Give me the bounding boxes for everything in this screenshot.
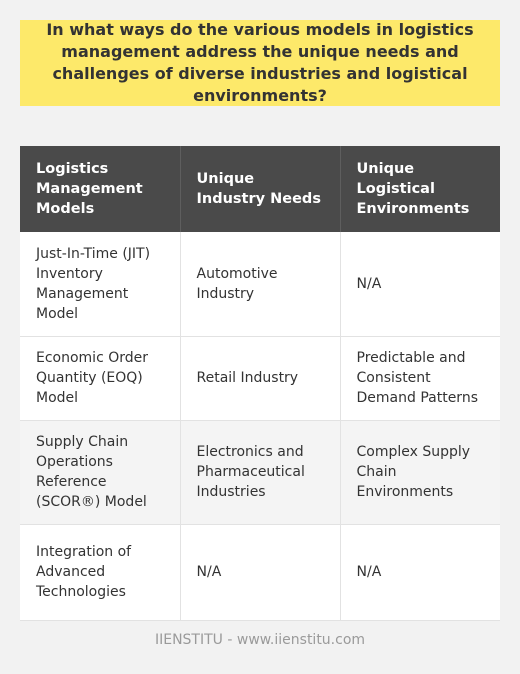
table-header-row: Logistics Management Models Unique Indus… bbox=[20, 146, 500, 232]
column-header-industry-needs: Unique Industry Needs bbox=[180, 146, 341, 232]
cell-industry-needs: Automotive Industry bbox=[180, 232, 341, 337]
title-banner: In what ways do the various models in lo… bbox=[20, 20, 500, 106]
footer-attribution: IIENSTITU - www.iienstitu.com bbox=[154, 632, 366, 648]
page-title: In what ways do the various models in lo… bbox=[46, 20, 474, 105]
column-header-logistical-environments: Unique Logistical Environments bbox=[340, 146, 500, 232]
table-row: Integration of Advanced Technologies N/A… bbox=[20, 524, 500, 621]
table-row: Supply Chain Operations Reference (SCOR®… bbox=[20, 420, 500, 525]
cell-logistical-environment: N/A bbox=[340, 524, 500, 621]
column-header-models: Logistics Management Models bbox=[20, 146, 181, 232]
logistics-models-table: Logistics Management Models Unique Indus… bbox=[20, 146, 500, 621]
table-row: Economic Order Quantity (EOQ) Model Reta… bbox=[20, 336, 500, 421]
cell-model: Economic Order Quantity (EOQ) Model bbox=[20, 336, 181, 421]
cell-model: Integration of Advanced Technologies bbox=[20, 524, 181, 621]
cell-industry-needs: Electronics and Pharmaceutical Industrie… bbox=[180, 420, 341, 525]
table-row: Just-In-Time (JIT) Inventory Management … bbox=[20, 232, 500, 337]
cell-logistical-environment: N/A bbox=[340, 232, 500, 337]
cell-model: Supply Chain Operations Reference (SCOR®… bbox=[20, 420, 181, 525]
cell-model: Just-In-Time (JIT) Inventory Management … bbox=[20, 232, 181, 337]
cell-logistical-environment: Complex Supply Chain Environments bbox=[340, 420, 500, 525]
cell-logistical-environment: Predictable and Consistent Demand Patter… bbox=[340, 336, 500, 421]
cell-industry-needs: Retail Industry bbox=[180, 336, 341, 421]
cell-industry-needs: N/A bbox=[180, 524, 341, 621]
